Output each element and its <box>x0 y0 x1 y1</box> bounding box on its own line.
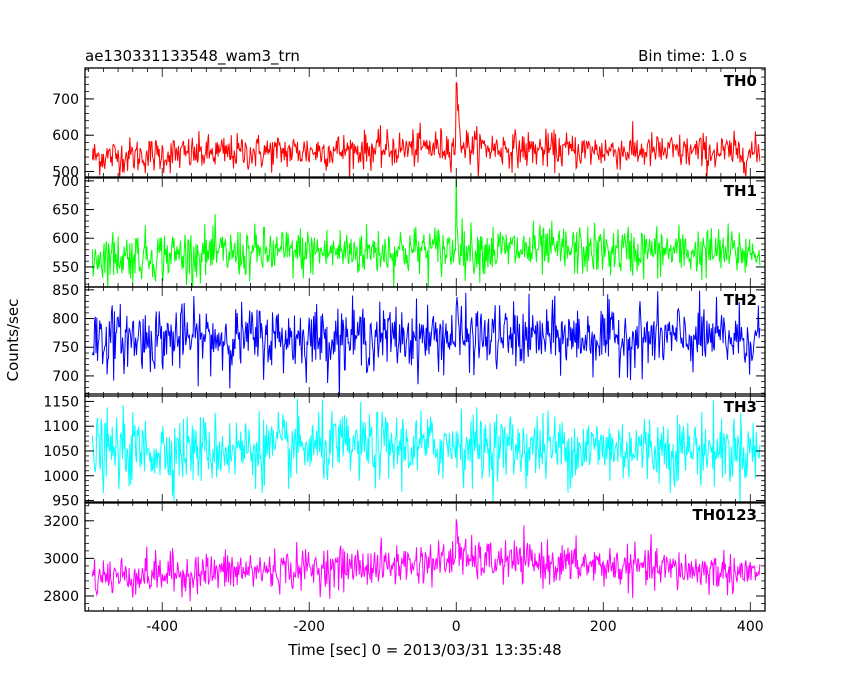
panel-frame <box>84 393 766 504</box>
x-axis: -400 -200 0 200 400 <box>146 619 763 635</box>
y-tick-label: 800 <box>52 312 79 328</box>
panel-th1: 550 600 650 700 TH1 <box>52 174 766 288</box>
y-tick-label: 850 <box>52 283 79 299</box>
panel-th2: 700 750 800 850 TH2 <box>52 283 766 397</box>
y-tick-label: 1150 <box>43 394 79 410</box>
panel-name-label: TH3 <box>724 398 757 416</box>
x-tick-label: -400 <box>146 619 178 635</box>
panel-name-label: TH0 <box>724 72 757 90</box>
y-tick-label: 750 <box>52 340 79 356</box>
y-tick-label: 3200 <box>43 514 79 530</box>
x-tick-label: 0 <box>452 619 461 635</box>
y-tick-label: 600 <box>52 128 79 144</box>
chart-title: ae130331133548_wam3_trn <box>85 47 300 66</box>
panel-frame <box>84 286 766 397</box>
series-line-th0 <box>91 82 761 177</box>
y-tick-label: 500 <box>52 165 79 181</box>
panel-th3: 950 1000 1050 1100 1150 TH3 <box>43 393 766 510</box>
panel-th0123: 2800 3000 3200 TH0123 <box>43 501 766 612</box>
y-tick-label: 950 <box>52 494 79 510</box>
bin-time-label: Bin time: 1.0 s <box>638 47 747 65</box>
y-tick-label: 650 <box>52 203 79 219</box>
y-tick-label: 1050 <box>43 444 79 460</box>
series-line-th1 <box>91 178 761 287</box>
y-tick-label: 700 <box>52 92 79 108</box>
y-axis-label: Counts/sec <box>4 299 22 382</box>
y-tick-label: 1100 <box>43 419 79 435</box>
y-tick-label: 700 <box>52 369 79 385</box>
x-tick-label: 200 <box>590 619 617 635</box>
panel-th0: 500 600 700 TH0 <box>52 67 766 181</box>
x-tick-label: -200 <box>293 619 325 635</box>
panel-frame <box>84 501 766 612</box>
panels-group: 500 600 700 TH0 550 600 650 700 TH1 700 750 800 850 T… <box>43 67 766 612</box>
x-axis-label: Time [sec] 0 = 2013/03/31 13:35:48 <box>287 641 561 659</box>
x-tick-label: 400 <box>737 619 764 635</box>
y-tick-label: 700 <box>52 174 79 190</box>
series-line-th2 <box>91 290 761 396</box>
y-tick-label: 2800 <box>43 589 79 605</box>
y-tick-label: 1000 <box>43 469 79 485</box>
panel-frame <box>84 67 766 178</box>
series-line-th3 <box>91 398 761 503</box>
panel-name-label: TH1 <box>724 182 757 200</box>
panel-name-label: TH0123 <box>692 506 757 524</box>
y-tick-label: 550 <box>52 260 79 276</box>
y-tick-label: 600 <box>52 231 79 247</box>
y-tick-label: 3000 <box>43 551 79 567</box>
series-line-th0123 <box>91 519 761 602</box>
panel-name-label: TH2 <box>724 291 757 309</box>
